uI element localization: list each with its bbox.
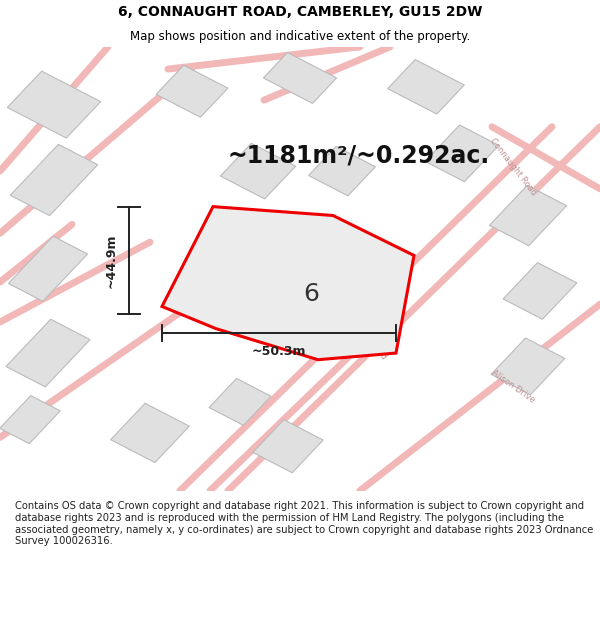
Polygon shape — [162, 207, 414, 360]
Polygon shape — [490, 186, 566, 246]
Polygon shape — [0, 396, 60, 444]
Polygon shape — [156, 65, 228, 118]
Text: ~1181m²/~0.292ac.: ~1181m²/~0.292ac. — [228, 144, 490, 168]
Text: ~50.3m: ~50.3m — [252, 345, 306, 358]
Text: Map shows position and indicative extent of the property.: Map shows position and indicative extent… — [130, 30, 470, 43]
Polygon shape — [6, 319, 90, 387]
Text: ~44.9m: ~44.9m — [104, 233, 118, 288]
Polygon shape — [491, 338, 565, 395]
Text: Connaught Road: Connaught Road — [338, 301, 388, 361]
Text: Connaught Road: Connaught Road — [488, 136, 538, 197]
Polygon shape — [8, 236, 88, 301]
Polygon shape — [253, 420, 323, 472]
Polygon shape — [308, 146, 376, 196]
Polygon shape — [110, 403, 190, 462]
Polygon shape — [7, 71, 101, 138]
Text: 6: 6 — [303, 282, 319, 306]
Polygon shape — [10, 144, 98, 216]
Polygon shape — [263, 52, 337, 103]
Polygon shape — [220, 143, 296, 199]
Text: Contains OS data © Crown copyright and database right 2021. This information is : Contains OS data © Crown copyright and d… — [15, 501, 593, 546]
Polygon shape — [503, 262, 577, 319]
Polygon shape — [209, 378, 271, 426]
Text: 6, CONNAUGHT ROAD, CAMBERLEY, GU15 2DW: 6, CONNAUGHT ROAD, CAMBERLEY, GU15 2DW — [118, 5, 482, 19]
Text: Alison Drive: Alison Drive — [490, 368, 536, 404]
Polygon shape — [425, 125, 499, 182]
Polygon shape — [388, 59, 464, 114]
